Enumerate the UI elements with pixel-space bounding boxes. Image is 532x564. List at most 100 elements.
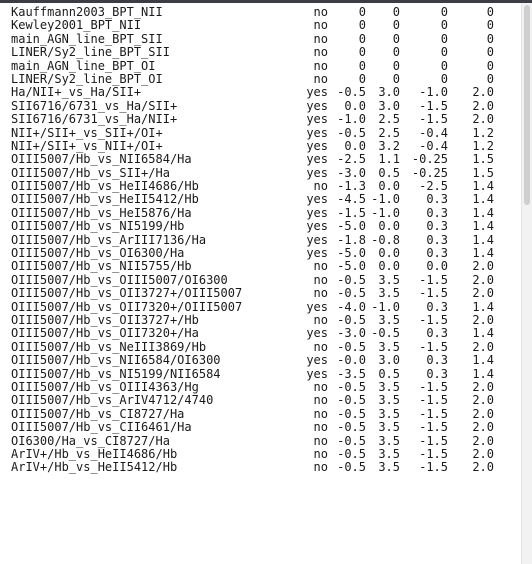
vertical-scrollbar[interactable]: [521, 3, 532, 564]
y-max-cell: 2.0: [472, 98, 494, 113]
y-min-cell: -0.4: [419, 138, 448, 153]
y-min-cell: -0.25: [411, 152, 448, 167]
text-line: OIII5007/Hb_vs_NI5199/Hb yes -5.0 0.0 0.3 1.4: [0, 219, 522, 234]
plot-name-cell: OIII5007/Hb_vs_OII3727+/OIII5007: [11, 286, 243, 301]
enabled-flag-cell: yes: [306, 165, 328, 180]
y-max-cell: 1.4: [472, 299, 494, 314]
plot-name-cell: OIII5007/Hb_vs_HeI5876/Ha: [11, 205, 192, 220]
text-line: OIII5007/Hb_vs_NII6584/OI6300 yes -0.0 3.0 0…: [0, 353, 522, 367]
x-min-cell: -4.0: [337, 299, 366, 314]
plot-name-cell: ArIV+/Hb_vs_HeII5412/Hb: [11, 460, 178, 475]
plot-name-cell: OIII5007/Hb_vs_ArIII7136/Ha: [11, 232, 207, 247]
enabled-flag-cell: no: [313, 58, 328, 73]
plot-name-cell: OIII5007/Hb_vs_OI6300/Ha: [11, 246, 185, 261]
x-min-cell: 0.0: [344, 138, 366, 153]
x-max-cell: 3.5: [378, 446, 400, 461]
x-max-cell: 3.5: [378, 393, 400, 408]
y-min-cell: -0.25: [411, 165, 448, 180]
y-min-cell: -1.5: [419, 406, 448, 421]
text-line: LINER/Sy2_line_BPT_SII no 0 0 0 0: [0, 45, 522, 60]
y-min-cell: -1.5: [419, 446, 448, 461]
x-max-cell: 0.5: [378, 165, 400, 180]
y-min-cell: 0.3: [426, 246, 448, 261]
x-max-cell: 1.1: [378, 152, 400, 167]
enabled-flag-cell: yes: [306, 192, 328, 207]
text-line: SII6716/6731_vs_Ha/SII+ yes 0.0 3.0 -1.5 2.0: [0, 98, 522, 113]
x-max-cell: 3.5: [378, 312, 400, 327]
y-min-cell: -1.5: [419, 393, 448, 408]
x-max-cell: 0.0: [378, 179, 400, 194]
x-min-cell: -1.0: [337, 112, 366, 127]
x-min-cell: 0.0: [344, 98, 366, 113]
x-max-cell: 0: [392, 31, 400, 46]
plot-name-cell: OIII5007/Hb_vs_ArIV4712/4740: [11, 393, 214, 408]
enabled-flag-cell: yes: [306, 326, 328, 341]
text-line: OIII5007/Hb_vs_HeI5876/Ha yes -1.5 -1.0 0.3 1…: [0, 205, 522, 220]
y-max-cell: 2.0: [472, 393, 494, 408]
text-editor-area[interactable]: Kauffmann2003_BPT_NII no 0 0 0 0 Kewley2001_BP…: [0, 3, 522, 564]
text-line: ArIV+/Hb_vs_HeII4686/Hb no -0.5 3.5 -1.5 2.0: [0, 446, 522, 461]
x-min-cell: -3.0: [337, 326, 366, 341]
text-line: OIII5007/Hb_vs_OII7320+/OIII5007 yes -4.0-…: [0, 299, 522, 314]
x-min-cell: -4.5: [337, 192, 366, 207]
x-min-cell: -1.8: [337, 232, 366, 247]
enabled-flag-cell: yes: [306, 246, 328, 261]
y-min-cell: -1.5: [419, 112, 448, 127]
enabled-flag-cell: yes: [306, 112, 328, 127]
x-min-cell: -0.5: [337, 433, 366, 448]
y-min-cell: -1.5: [419, 272, 448, 287]
x-min-cell: -0.5: [337, 286, 366, 301]
enabled-flag-cell: no: [313, 259, 328, 274]
plot-name-cell: OIII5007/Hb_vs_OII7320+/OIII5007: [11, 299, 243, 314]
enabled-flag-cell: yes: [306, 219, 328, 234]
y-min-cell: 0.3: [426, 326, 448, 341]
x-min-cell: 0: [358, 71, 366, 86]
x-max-cell: -0.8: [371, 232, 400, 247]
y-min-cell: 0.3: [426, 192, 448, 207]
x-min-cell: -1.5: [337, 205, 366, 220]
x-max-cell: 3.0: [378, 98, 400, 113]
x-min-cell: -0.5: [337, 379, 366, 394]
y-max-cell: 2.0: [472, 446, 494, 461]
enabled-flag-cell: no: [313, 31, 328, 46]
y-min-cell: 0.0: [426, 259, 448, 274]
plot-name-cell: SII6716/6731_vs_Ha/NII+: [11, 112, 178, 127]
text-line: ArIV+/Hb_vs_HeII5412/Hb no -0.5 3.5 -1.5 2.0: [0, 460, 522, 475]
plot-name-cell: ArIV+/Hb_vs_HeII4686/Hb: [11, 446, 178, 461]
x-max-cell: 3.2: [378, 138, 400, 153]
y-max-cell: 1.4: [472, 232, 494, 247]
x-max-cell: 0: [392, 58, 400, 73]
x-min-cell: -0.5: [337, 393, 366, 408]
y-min-cell: -1.5: [419, 460, 448, 475]
y-max-cell: 2.0: [472, 339, 494, 354]
y-max-cell: 2.0: [472, 312, 494, 327]
plot-name-cell: OIII5007/Hb_vs_NI5199/NII6584: [11, 366, 221, 381]
text-line: OIII5007/Hb_vs_HeII5412/Hb yes -4.5 -1.0 0.3…: [0, 192, 522, 207]
plot-name-cell: SII6716/6731_vs_Ha/SII+: [11, 98, 178, 113]
enabled-flag-cell: no: [313, 272, 328, 287]
x-min-cell: -0.5: [337, 272, 366, 287]
y-max-cell: 1.4: [472, 205, 494, 220]
y-max-cell: 0: [486, 18, 494, 33]
plot-name-cell: OIII5007/Hb_vs_NII6584/Ha: [11, 152, 192, 167]
enabled-flag-cell: no: [313, 393, 328, 408]
text-line: OIII5007/Hb_vs_NeIII3869/Hb no -0.5 3.5 -1.5…: [0, 339, 522, 354]
plot-name-cell: LINER/Sy2_line_BPT_OI: [11, 71, 163, 86]
x-max-cell: 0: [392, 45, 400, 60]
x-max-cell: 2.5: [378, 125, 400, 140]
enabled-flag-cell: no: [313, 179, 328, 194]
x-max-cell: -1.0: [371, 299, 400, 314]
x-max-cell: 3.5: [378, 420, 400, 435]
enabled-flag-cell: no: [313, 406, 328, 421]
text-line: OIII5007/Hb_vs_OII3727+/OIII5007 no -0.5 3.…: [0, 286, 522, 301]
enabled-flag-cell: yes: [306, 138, 328, 153]
y-min-cell: -1.5: [419, 286, 448, 301]
text-line: OIII5007/Hb_vs_CII6461/Ha no -0.5 3.5 -1.5 2.…: [0, 420, 522, 435]
plot-name-cell: OIII5007/Hb_vs_CII6461/Ha: [11, 420, 192, 435]
plot-name-cell: main_AGN_line_BPT_OI: [11, 58, 156, 73]
text-line: SII6716/6731_vs_Ha/NII+ yes -1.0 2.5 -1.5 2.0: [0, 112, 522, 127]
scrollbar-thumb[interactable]: [524, 5, 530, 205]
y-max-cell: 1.5: [472, 165, 494, 180]
y-min-cell: -2.5: [419, 179, 448, 194]
plot-name-cell: Kewley2001_BPT_NII: [11, 18, 142, 33]
